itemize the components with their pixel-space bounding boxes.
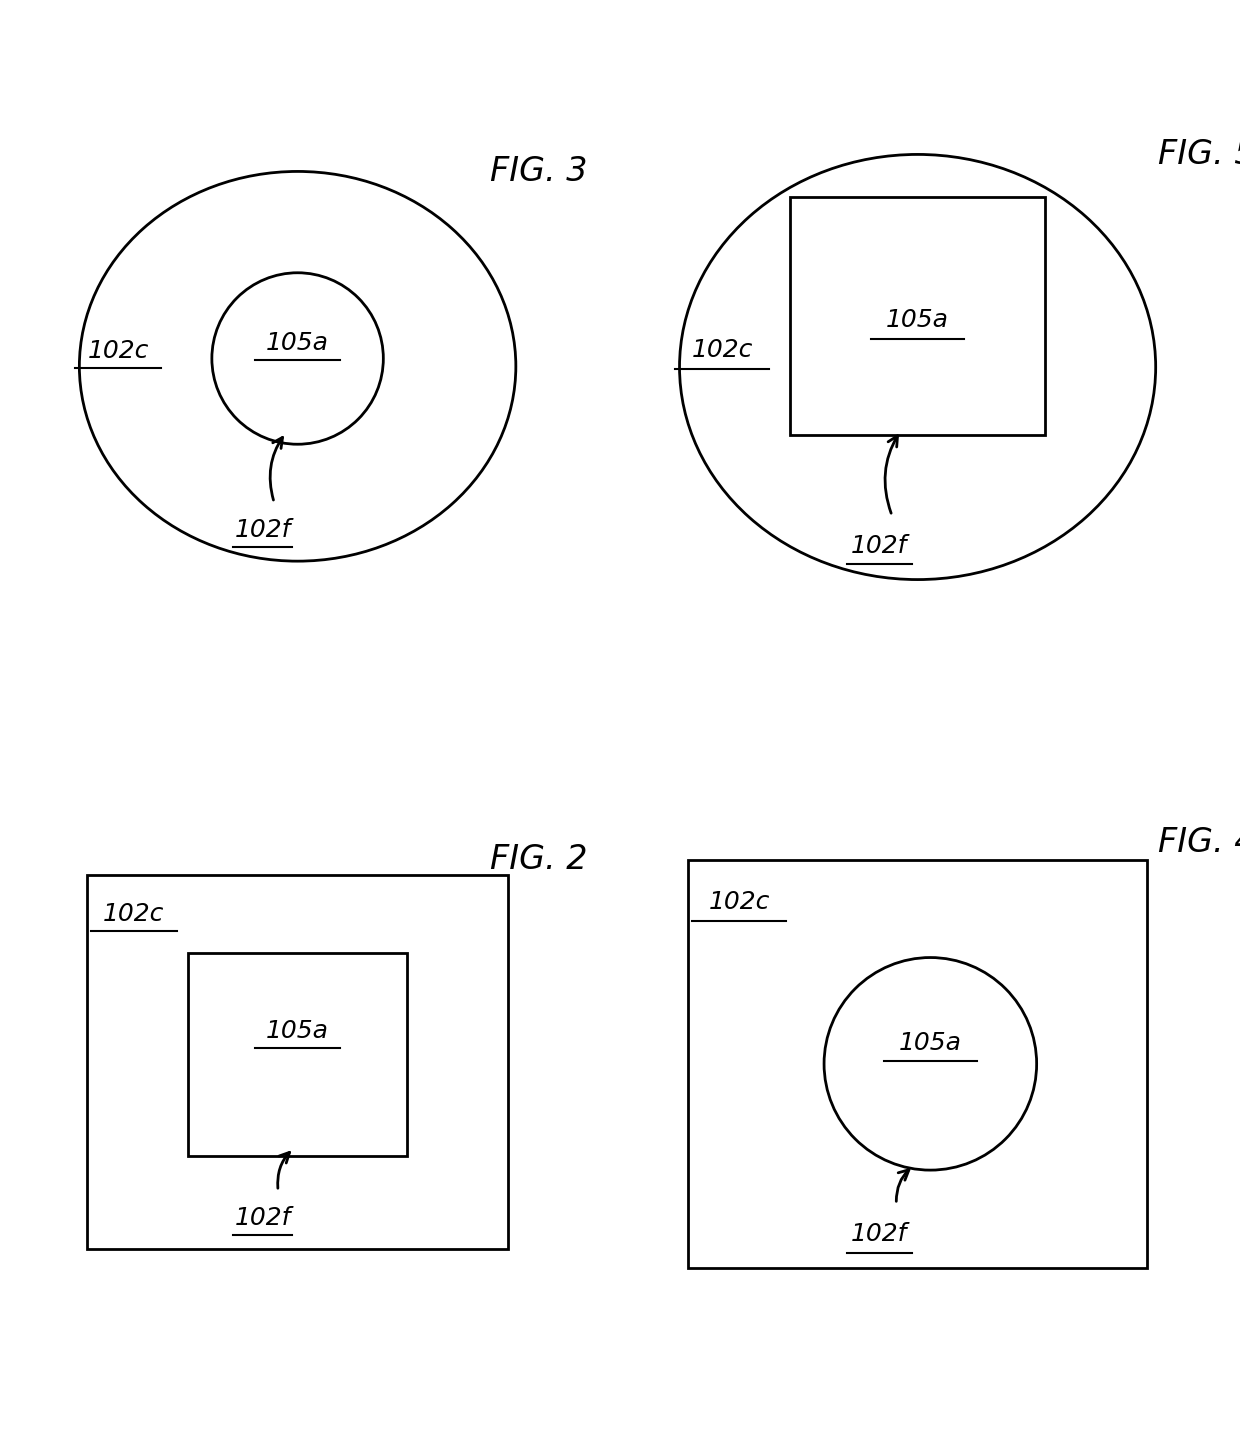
Text: FIG. 5: FIG. 5 [1158,138,1240,171]
Text: 105a: 105a [267,1020,329,1043]
Bar [188,954,407,1156]
Bar [87,875,508,1249]
Text: 102f: 102f [851,1222,908,1246]
Text: 105a: 105a [267,331,329,354]
Text: 102c: 102c [88,338,149,363]
Text: 102f: 102f [234,518,290,542]
Text: 102c: 102c [708,891,770,915]
Text: 105a: 105a [887,308,949,333]
Text: 105a: 105a [899,1031,962,1054]
Bar [790,196,1045,435]
Text: 102c: 102c [103,902,165,926]
Text: FIG. 3: FIG. 3 [491,155,588,188]
Text: 102f: 102f [234,1206,290,1230]
Text: FIG. 2: FIG. 2 [491,843,588,876]
Text: FIG. 4: FIG. 4 [1158,826,1240,859]
Text: 102f: 102f [851,533,908,558]
Bar [688,860,1147,1268]
Text: 102c: 102c [692,338,753,361]
